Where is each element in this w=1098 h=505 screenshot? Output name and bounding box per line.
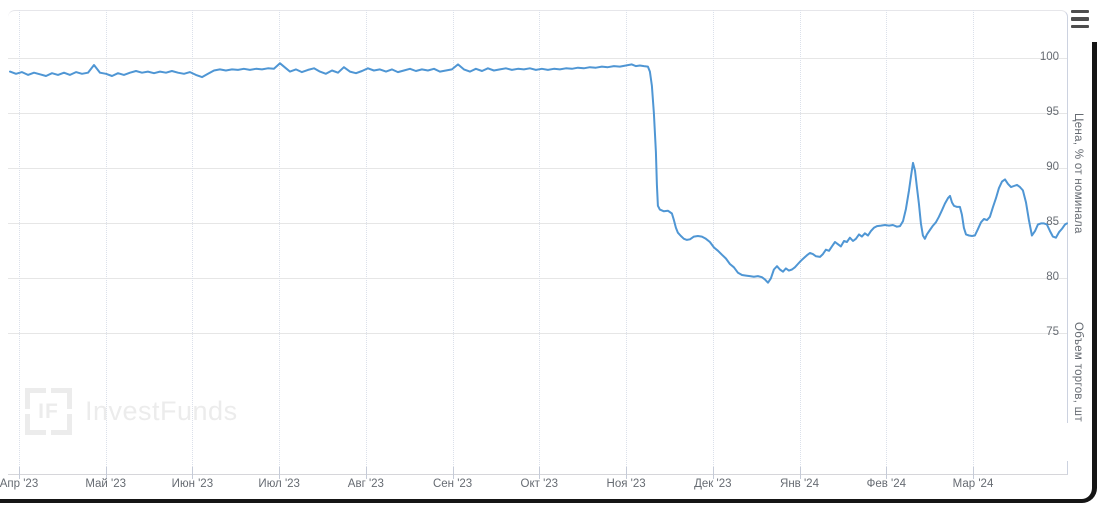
- x-tick: [973, 467, 974, 479]
- y-gridline: [8, 113, 1067, 115]
- x-gridline: [886, 10, 888, 473]
- logo-corner: [51, 414, 72, 435]
- x-tick: [539, 467, 541, 479]
- investfunds-logo-icon: IF: [25, 388, 72, 435]
- x-tick: [19, 467, 20, 479]
- x-gridline: [712, 10, 714, 473]
- logo-corner: [25, 414, 46, 435]
- axis-gap: [1064, 423, 1071, 461]
- x-gridline: [105, 10, 107, 473]
- logo-corner: [51, 388, 72, 409]
- x-gridline: [192, 10, 194, 473]
- y-tick-label: 100: [1039, 51, 1059, 64]
- plot-border: [8, 10, 1068, 475]
- x-gridline: [19, 10, 20, 473]
- x-tick-label: Июл '23: [258, 478, 300, 490]
- logo-corner: [25, 388, 46, 409]
- chart-context-menu-button[interactable]: [1071, 10, 1092, 28]
- x-tick-label: Янв '24: [780, 478, 819, 490]
- x-tick: [365, 467, 367, 479]
- x-tick-label: Авг '23: [347, 478, 384, 490]
- x-tick: [279, 467, 281, 479]
- x-tick: [105, 467, 107, 479]
- x-gridline: [365, 10, 367, 473]
- y-tick-label: 75: [1046, 326, 1059, 339]
- x-tick-label: Сен '23: [432, 478, 473, 490]
- x-tick-label: Дек '23: [694, 478, 732, 490]
- x-tick: [626, 467, 628, 479]
- x-gridline: [973, 10, 974, 473]
- x-tick: [712, 467, 714, 479]
- x-tick-label: Апр '23: [0, 478, 39, 490]
- x-gridline: [452, 10, 454, 473]
- price-line-series: [9, 62, 1068, 284]
- x-tick-label: Июн '23: [171, 478, 214, 490]
- y-tick-label: 80: [1046, 271, 1059, 284]
- x-tick: [452, 467, 454, 479]
- logo-monogram: IF: [38, 399, 59, 423]
- y-gridline: [8, 58, 1067, 60]
- x-tick-label: Ноя '23: [606, 478, 646, 490]
- x-tick: [886, 467, 888, 479]
- watermark: IF InvestFunds: [25, 388, 238, 435]
- hamburger-icon: [1071, 10, 1089, 14]
- x-tick-label: Май '23: [85, 478, 127, 490]
- x-gridline: [279, 10, 281, 473]
- x-tick: [799, 467, 801, 479]
- x-tick-label: Фев '24: [866, 478, 907, 490]
- x-tick-label: Окт '23: [520, 478, 559, 490]
- y-gridline: [8, 333, 1067, 335]
- y-gridline: [8, 278, 1067, 280]
- x-tick-label: Мар '24: [952, 478, 994, 490]
- y-axis-title-volume: Объем торгов, шт: [1072, 322, 1084, 422]
- y-gridline: [8, 223, 1067, 225]
- y-tick-label: 90: [1046, 161, 1059, 174]
- hamburger-icon: [1071, 24, 1089, 28]
- x-gridline: [799, 10, 801, 473]
- x-tick: [192, 467, 194, 479]
- y-tick-label: 95: [1046, 106, 1059, 119]
- x-gridline: [539, 10, 541, 473]
- y-gridline: [8, 168, 1067, 170]
- y-tick-label: 85: [1046, 216, 1059, 229]
- x-gridline: [626, 10, 628, 473]
- watermark-brand-text: InvestFunds: [85, 396, 238, 426]
- y-axis-title-price: Цена, % от номинала: [1072, 113, 1084, 234]
- hamburger-icon: [1071, 17, 1089, 21]
